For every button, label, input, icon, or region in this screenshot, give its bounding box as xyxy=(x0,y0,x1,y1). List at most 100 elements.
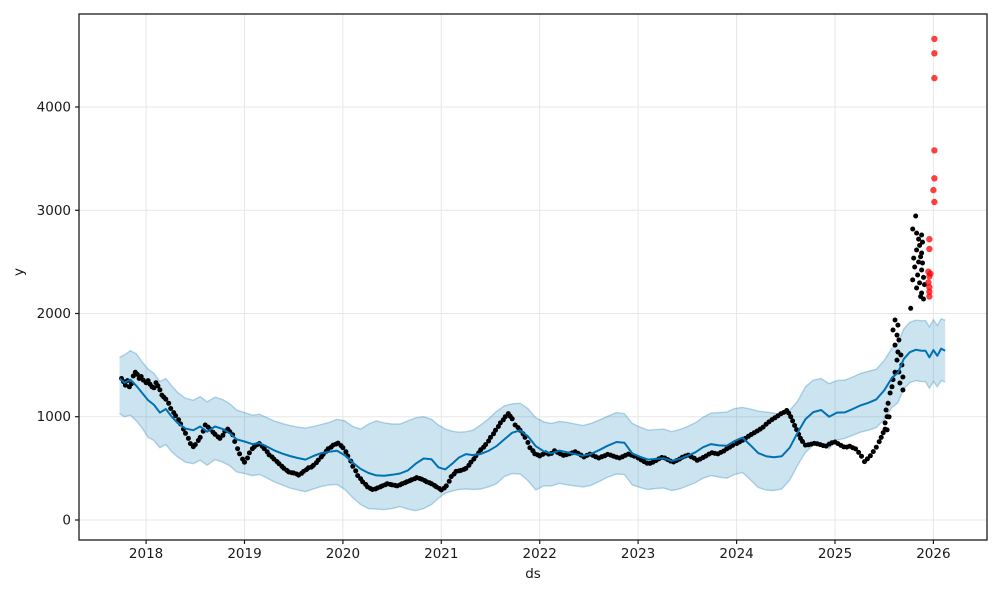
actual-data-point xyxy=(873,444,879,450)
actual-data-point xyxy=(350,463,356,469)
actual-data-point xyxy=(525,440,531,445)
actual-data-point xyxy=(173,413,179,419)
actual-data-point xyxy=(885,400,891,406)
actual-data-point xyxy=(446,478,452,484)
x-tick-label: 2026 xyxy=(916,546,950,562)
actual-data-point xyxy=(915,272,921,278)
actual-data-point xyxy=(920,239,925,245)
actual-data-point xyxy=(130,373,136,379)
y-tick-label: 3000 xyxy=(37,203,71,219)
actual-data-point xyxy=(315,457,321,463)
actual-data-point xyxy=(493,427,498,433)
actual-data-point xyxy=(892,342,898,348)
actual-data-point xyxy=(867,453,873,459)
actual-data-point xyxy=(890,327,896,333)
anomaly-data-point xyxy=(930,186,937,194)
actual-data-point xyxy=(919,290,925,296)
anomaly-data-point xyxy=(931,175,938,182)
actual-data-point xyxy=(894,357,900,363)
actual-data-point xyxy=(887,390,893,396)
actual-data-point xyxy=(192,442,198,448)
actual-data-point xyxy=(527,445,533,451)
actual-data-point xyxy=(898,352,904,358)
actual-data-point xyxy=(916,236,922,242)
actual-data-point xyxy=(892,317,898,323)
y-tick-label: 1000 xyxy=(37,409,71,425)
y-tick-label: 4000 xyxy=(37,100,71,116)
x-axis-label: ds xyxy=(525,566,541,582)
actual-data-point xyxy=(883,407,889,413)
actual-data-point xyxy=(917,280,923,286)
actual-data-point xyxy=(916,259,922,265)
anomaly-data-point xyxy=(931,35,938,43)
actual-data-point xyxy=(217,435,223,441)
actual-data-point xyxy=(800,439,805,444)
actual-data-point xyxy=(911,255,917,261)
anomaly-data-point xyxy=(926,236,933,243)
anomaly-data-point xyxy=(926,284,933,291)
actual-data-point xyxy=(353,468,359,474)
actual-data-point xyxy=(261,446,267,452)
actual-data-point xyxy=(882,420,888,426)
actual-data-point xyxy=(897,380,903,386)
actual-data-point xyxy=(913,213,919,219)
forecast-line xyxy=(118,347,946,477)
actual-data-point xyxy=(157,387,163,393)
actual-data-point xyxy=(895,322,901,328)
actual-data-point xyxy=(919,232,925,238)
x-tick-label: 2023 xyxy=(621,546,655,562)
x-tick-label: 2020 xyxy=(326,546,360,562)
actual-data-point xyxy=(886,414,892,420)
actual-data-point xyxy=(463,465,469,471)
actual-data-point xyxy=(790,418,796,424)
anomaly-data-point xyxy=(931,198,938,206)
anomaly-data-point xyxy=(931,147,938,154)
actual-data-point xyxy=(856,449,862,455)
actual-data-point xyxy=(443,483,449,489)
anomaly-data-point xyxy=(927,270,934,277)
actual-data-point xyxy=(151,385,157,391)
anomaly-data-point xyxy=(931,74,938,82)
actual-data-point xyxy=(894,332,900,338)
actual-data-point xyxy=(237,451,243,457)
actual-data-point xyxy=(246,450,252,456)
actual-data-point xyxy=(920,260,925,266)
actual-data-point xyxy=(896,337,902,343)
actual-data-point xyxy=(245,455,250,461)
actual-data-point xyxy=(792,423,798,428)
actual-data-point xyxy=(483,442,489,448)
actual-data-point xyxy=(921,274,926,280)
actual-data-point xyxy=(185,435,191,441)
actual-data-point xyxy=(155,383,161,389)
actual-data-point xyxy=(870,449,876,455)
x-tick-label: 2022 xyxy=(523,546,557,562)
x-tick-label: 2018 xyxy=(129,546,163,562)
actual-data-point xyxy=(919,267,925,273)
actual-data-point xyxy=(910,277,916,283)
actual-data-point xyxy=(488,434,493,440)
actual-data-point xyxy=(220,432,226,438)
actual-data-point xyxy=(864,456,870,462)
actual-data-point xyxy=(176,417,182,423)
uncertainty-band-lower-edge xyxy=(119,379,946,512)
actual-data-point xyxy=(502,414,508,420)
anomaly-data-point xyxy=(931,50,938,57)
actual-data-point xyxy=(242,459,247,465)
actual-data-point xyxy=(232,439,238,444)
actual-data-point xyxy=(183,430,188,436)
actual-data-point xyxy=(908,305,914,311)
actual-data-point xyxy=(912,264,918,270)
plot-border xyxy=(78,13,988,541)
actual-data-point xyxy=(914,230,920,236)
actual-data-point xyxy=(876,439,882,445)
actual-data-point xyxy=(235,446,241,452)
x-tick-label: 2025 xyxy=(818,546,852,562)
anomaly-data-point xyxy=(926,288,933,295)
actual-data-point xyxy=(921,296,926,302)
uncertainty-band-upper-edge xyxy=(119,317,946,433)
actual-data-point xyxy=(878,434,884,440)
actual-data-point xyxy=(134,371,140,377)
anomaly-data-point xyxy=(926,245,933,253)
y-tick-label: 0 xyxy=(62,513,71,529)
actual-data-point xyxy=(900,387,906,393)
